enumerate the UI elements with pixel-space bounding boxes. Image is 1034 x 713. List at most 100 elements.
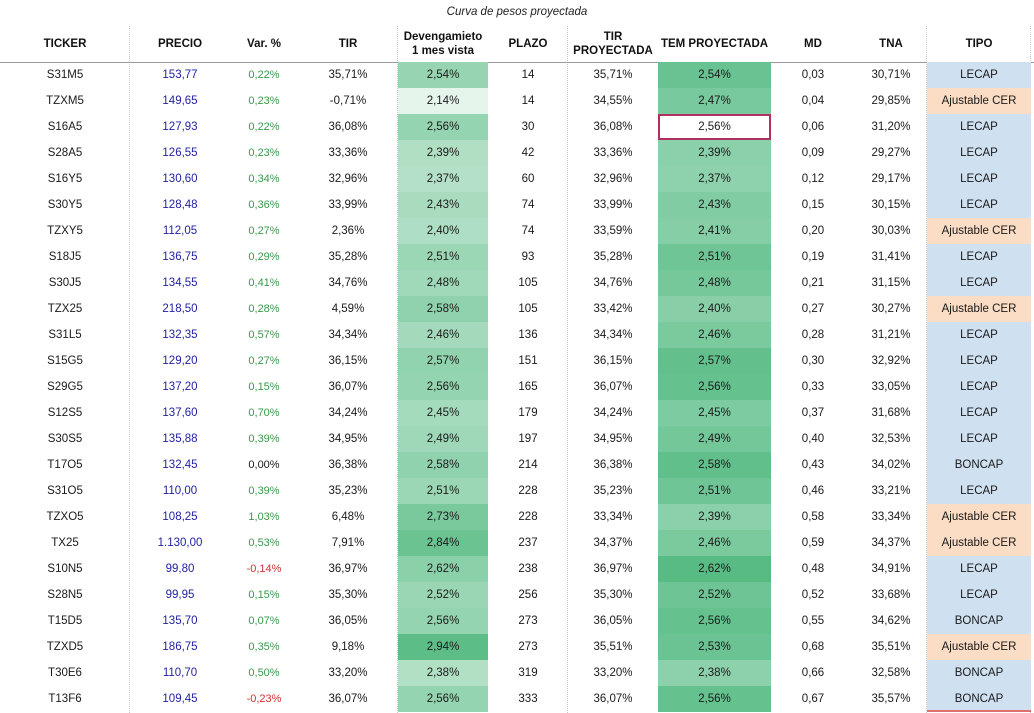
cell-tem-proyectada[interactable]: 2,52% [658,582,771,608]
cell-tem-proyectada[interactable]: 2,41% [658,218,771,244]
cell-precio[interactable]: 130,60 [162,173,198,185]
cell-tna[interactable]: 30,71% [871,69,911,81]
cell-tem-proyectada[interactable]: 2,56% [658,374,771,400]
cell-md[interactable]: 0,21 [801,277,825,289]
cell-md[interactable]: 0,27 [801,303,825,315]
cell-precio[interactable]: 1.130,00 [157,537,203,549]
cell-tem-proyectada[interactable]: 2,57% [658,348,771,374]
cell-tem-proyectada[interactable]: 2,56% [658,686,771,712]
cell-ticker[interactable]: T13F6 [48,693,82,705]
cell-md[interactable]: 0,06 [801,121,825,133]
cell-var[interactable]: 0,07% [248,615,280,627]
cell-tna[interactable]: 32,92% [871,355,911,367]
cell-plazo[interactable]: 165 [518,381,538,393]
cell-ticker[interactable]: T15D5 [47,615,83,627]
cell-devengamiento[interactable]: 2,62% [398,556,488,582]
cell-plazo[interactable]: 74 [521,199,535,211]
cell-var[interactable]: 0,36% [248,199,280,211]
cell-var[interactable]: 0,41% [248,277,280,289]
cell-devengamiento[interactable]: 2,39% [398,140,488,166]
cell-tir[interactable]: 33,20% [328,667,368,679]
cell-tipo[interactable]: LECAP [927,348,1031,374]
cell-md[interactable]: 0,43 [801,459,825,471]
cell-md[interactable]: 0,04 [801,95,825,107]
cell-var[interactable]: 0,00% [248,459,280,471]
header-tir[interactable]: TIR [338,38,358,50]
cell-ticker[interactable]: S30J5 [48,277,82,289]
cell-tir[interactable]: 2,36% [331,225,365,237]
cell-plazo[interactable]: 30 [521,121,535,133]
cell-precio[interactable]: 137,60 [162,407,198,419]
cell-tipo[interactable]: Ajustable CER [927,634,1031,660]
cell-tir-proyectada[interactable]: 36,97% [593,563,633,575]
header-plazo[interactable]: PLAZO [508,38,548,50]
cell-md[interactable]: 0,66 [801,667,825,679]
cell-tir[interactable]: 36,97% [328,563,368,575]
cell-tipo[interactable]: LECAP [927,400,1031,426]
cell-tir-proyectada[interactable]: 36,38% [593,459,633,471]
cell-tna[interactable]: 31,68% [871,407,911,419]
cell-tipo[interactable]: LECAP [927,556,1031,582]
cell-md[interactable]: 0,19 [801,251,825,263]
cell-tir[interactable]: 34,76% [328,277,368,289]
cell-tir[interactable]: 33,99% [328,199,368,211]
cell-precio[interactable]: 99,80 [165,563,195,575]
cell-tna[interactable]: 31,15% [871,277,911,289]
cell-md[interactable]: 0,28 [801,329,825,341]
header-tir-proyectada[interactable]: TIR PROYECTADA [568,26,658,62]
cell-var[interactable]: 0,35% [248,641,280,653]
cell-md[interactable]: 0,12 [801,173,825,185]
cell-plazo[interactable]: 42 [521,147,535,159]
cell-plazo[interactable]: 256 [518,589,538,601]
cell-tna[interactable]: 32,53% [871,433,911,445]
cell-tir-proyectada[interactable]: 36,07% [593,381,633,393]
header-tipo[interactable]: TIPO [965,38,993,50]
cell-tna[interactable]: 30,27% [871,303,911,315]
cell-plazo[interactable]: 105 [518,303,538,315]
cell-tir-proyectada[interactable]: 33,36% [593,147,633,159]
cell-md[interactable]: 0,37 [801,407,825,419]
cell-tipo[interactable]: BONCAP [927,660,1031,686]
cell-tna[interactable]: 34,02% [871,459,911,471]
cell-tna[interactable]: 31,41% [871,251,911,263]
cell-plazo[interactable]: 273 [518,641,538,653]
cell-precio[interactable]: 134,55 [162,277,198,289]
cell-tir-proyectada[interactable]: 35,30% [593,589,633,601]
cell-plazo[interactable]: 319 [518,667,538,679]
cell-devengamiento[interactable]: 2,56% [398,608,488,634]
cell-plazo[interactable]: 14 [521,95,535,107]
cell-tem-proyectada[interactable]: 2,43% [658,192,771,218]
cell-md[interactable]: 0,33 [801,381,825,393]
cell-tna[interactable]: 31,20% [871,121,911,133]
cell-precio[interactable]: 153,77 [162,69,198,81]
cell-precio[interactable]: 112,05 [162,225,198,237]
cell-tipo[interactable]: BONCAP [927,686,1031,712]
cell-tir-proyectada[interactable]: 34,37% [593,537,633,549]
cell-tir-proyectada[interactable]: 33,34% [593,511,633,523]
cell-var[interactable]: -0,14% [246,563,282,575]
cell-plazo[interactable]: 333 [518,693,538,705]
cell-ticker[interactable]: S29G5 [47,381,83,393]
cell-var[interactable]: 0,53% [248,537,280,549]
cell-tir[interactable]: -0,71% [329,95,367,107]
header-var[interactable]: Var. % [247,38,281,50]
cell-tir[interactable]: 36,07% [328,381,368,393]
cell-tem-proyectada[interactable]: 2,51% [658,244,771,270]
cell-tir[interactable]: 36,07% [328,693,368,705]
cell-precio[interactable]: 129,20 [162,355,198,367]
cell-devengamiento[interactable]: 2,43% [398,192,488,218]
cell-var[interactable]: 0,29% [248,251,280,263]
cell-devengamiento[interactable]: 2,94% [398,634,488,660]
cell-md[interactable]: 0,48 [801,563,825,575]
cell-ticker[interactable]: TZX25 [47,303,83,315]
cell-tipo[interactable]: Ajustable CER [927,218,1031,244]
cell-tem-proyectada[interactable]: 2,38% [658,660,771,686]
cell-ticker[interactable]: S15G5 [47,355,83,367]
cell-precio[interactable]: 109,45 [162,693,198,705]
cell-plazo[interactable]: 197 [518,433,538,445]
cell-tir-proyectada[interactable]: 34,24% [593,407,633,419]
cell-tna[interactable]: 29,17% [871,173,911,185]
cell-ticker[interactable]: S31L5 [48,329,82,341]
cell-precio[interactable]: 135,70 [162,615,198,627]
cell-tipo[interactable]: LECAP [927,114,1031,140]
